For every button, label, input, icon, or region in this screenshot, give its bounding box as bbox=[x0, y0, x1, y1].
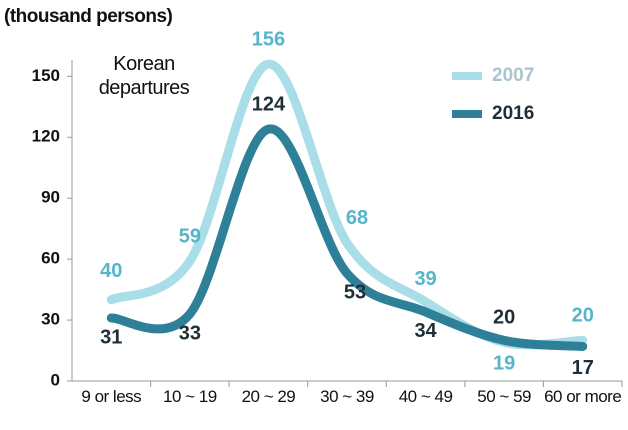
data-label: 40 bbox=[100, 260, 122, 282]
x-tick-label: 30 ~ 39 bbox=[320, 387, 374, 406]
y-tick-label: 0 bbox=[51, 370, 60, 389]
data-label: 124 bbox=[252, 93, 286, 115]
data-label: 20 bbox=[493, 307, 515, 329]
x-tick-label: 20 ~ 29 bbox=[241, 387, 296, 406]
legend-label: 2007 bbox=[492, 65, 534, 86]
y-tick-label: 60 bbox=[41, 249, 60, 268]
data-label: 53 bbox=[344, 282, 366, 304]
series-line bbox=[106, 124, 588, 351]
x-tick-label: 10 ~ 19 bbox=[162, 387, 217, 406]
data-label: 39 bbox=[414, 268, 436, 290]
annotation: Korean departures bbox=[98, 53, 190, 99]
x-tick-label: 60 or more bbox=[544, 387, 622, 406]
data-label: 59 bbox=[179, 225, 201, 247]
data-label: 17 bbox=[572, 357, 594, 379]
data-label: 34 bbox=[414, 320, 437, 342]
x-tick-label: 50 ~ 59 bbox=[477, 387, 531, 406]
unit-label: (thousand persons) bbox=[4, 6, 173, 27]
data-label: 31 bbox=[100, 326, 122, 348]
y-tick-label: 120 bbox=[32, 127, 60, 146]
data-label: 19 bbox=[493, 353, 515, 375]
data-label: 20 bbox=[572, 305, 594, 327]
x-tick-label: 9 or less bbox=[81, 387, 142, 406]
data-label: 156 bbox=[252, 28, 285, 50]
legend-label: 2016 bbox=[492, 103, 534, 124]
data-label: 33 bbox=[179, 322, 201, 344]
data-label: 68 bbox=[346, 207, 368, 229]
x-tick-label: 40 ~ 49 bbox=[398, 387, 453, 406]
y-tick-label: 90 bbox=[41, 188, 60, 207]
y-tick-label: 30 bbox=[41, 310, 60, 329]
y-tick-label: 150 bbox=[32, 66, 60, 85]
